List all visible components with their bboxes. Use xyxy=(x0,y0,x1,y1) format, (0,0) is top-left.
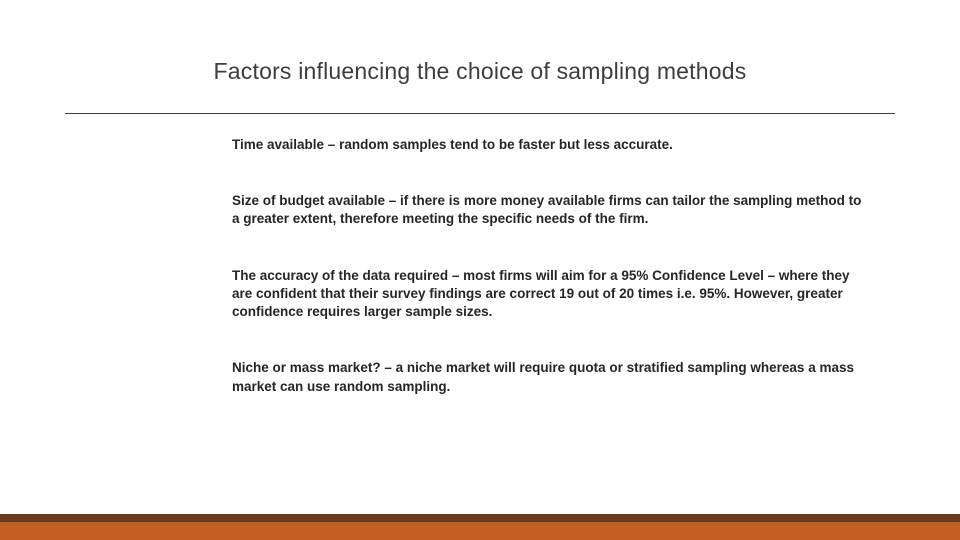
title-divider xyxy=(65,113,895,114)
paragraph-time: Time available – random samples tend to … xyxy=(232,136,872,154)
slide-container: Factors influencing the choice of sampli… xyxy=(0,0,960,540)
paragraph-accuracy: The accuracy of the data required – most… xyxy=(232,267,872,322)
footer-stripe-main xyxy=(0,522,960,540)
paragraph-accuracy-pre: The accuracy of the data required – most… xyxy=(232,268,621,283)
slide-title: Factors influencing the choice of sampli… xyxy=(0,0,960,113)
footer-bar xyxy=(0,514,960,540)
content-block: Time available – random samples tend to … xyxy=(232,136,872,396)
paragraph-budget: Size of budget available – if there is m… xyxy=(232,192,872,228)
footer-stripe-dark xyxy=(0,514,960,522)
paragraph-niche: Niche or mass market? – a niche market w… xyxy=(232,359,872,395)
